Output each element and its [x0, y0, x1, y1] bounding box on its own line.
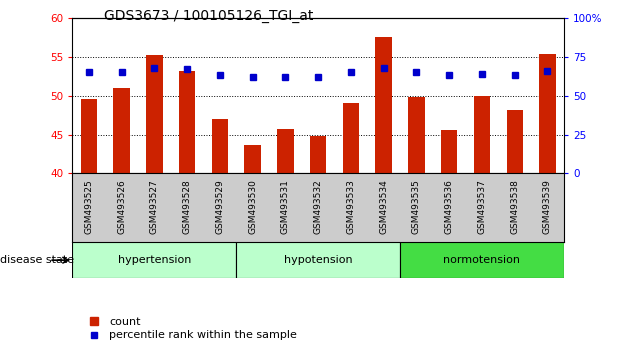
Text: GSM493531: GSM493531 — [281, 179, 290, 234]
Bar — [441, 130, 457, 173]
Legend: count, percentile rank within the sample: count, percentile rank within the sample — [78, 313, 301, 345]
Text: GSM493532: GSM493532 — [314, 179, 323, 234]
Text: GSM493536: GSM493536 — [445, 179, 454, 234]
Text: GSM493525: GSM493525 — [84, 179, 93, 234]
Text: normotension: normotension — [444, 255, 520, 265]
Bar — [212, 119, 228, 173]
Text: hypotension: hypotension — [284, 255, 352, 265]
Bar — [400, 242, 564, 278]
Text: GSM493538: GSM493538 — [510, 179, 519, 234]
Text: GDS3673 / 100105126_TGI_at: GDS3673 / 100105126_TGI_at — [104, 9, 313, 23]
Bar — [474, 96, 490, 173]
Text: GSM493528: GSM493528 — [183, 179, 192, 234]
Text: GSM493529: GSM493529 — [215, 179, 224, 234]
Text: GSM493526: GSM493526 — [117, 179, 126, 234]
Bar — [507, 110, 523, 173]
Text: GSM493534: GSM493534 — [379, 179, 388, 234]
Bar — [408, 97, 425, 173]
Text: GSM493527: GSM493527 — [150, 179, 159, 234]
Bar — [146, 55, 163, 173]
Text: GSM493537: GSM493537 — [478, 179, 486, 234]
Bar — [236, 242, 400, 278]
Bar — [244, 145, 261, 173]
Bar — [277, 129, 294, 173]
Bar — [81, 99, 97, 173]
Bar — [539, 54, 556, 173]
Text: GSM493539: GSM493539 — [543, 179, 552, 234]
Text: GSM493533: GSM493533 — [346, 179, 355, 234]
Bar — [343, 103, 359, 173]
Text: hypertension: hypertension — [118, 255, 191, 265]
Bar — [179, 71, 195, 173]
Bar — [310, 136, 326, 173]
Bar — [72, 242, 236, 278]
Bar — [113, 88, 130, 173]
Text: GSM493535: GSM493535 — [412, 179, 421, 234]
Text: disease state: disease state — [0, 255, 74, 265]
Text: GSM493530: GSM493530 — [248, 179, 257, 234]
Bar — [375, 37, 392, 173]
